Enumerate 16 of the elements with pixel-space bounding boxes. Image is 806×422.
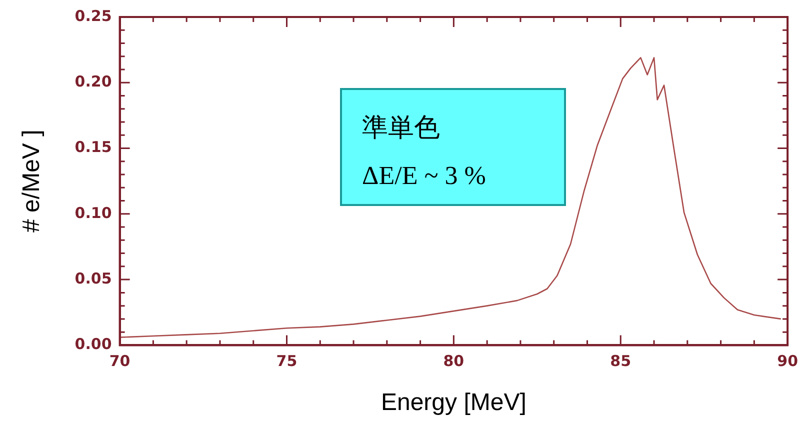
x-tick-label: 70 (109, 352, 130, 370)
annotation: 準単色 (362, 112, 441, 145)
y-tick-label: 0.25 (74, 6, 112, 25)
x-tick-label: 80 (443, 352, 464, 370)
y-axis-title: # e/MeV ] (18, 130, 46, 232)
y-tick-label: 0.20 (74, 72, 112, 91)
x-axis-title: Energy [MeV] (380, 389, 526, 416)
annotation: ΔE/E ~ 3 % (362, 160, 487, 192)
text-box: 準単色 ΔE/E ~ 3 % (340, 88, 566, 206)
y-tick-label: 0.05 (74, 269, 112, 288)
x-tick-label: 85 (610, 352, 632, 370)
x-tick-label: 75 (276, 352, 298, 370)
y-tick-label: 0.00 (74, 335, 112, 354)
y-tick-label: 0.15 (74, 138, 112, 156)
y-tick-label: 0.10 (74, 204, 112, 222)
x-tick-label: 90 (777, 352, 798, 370)
